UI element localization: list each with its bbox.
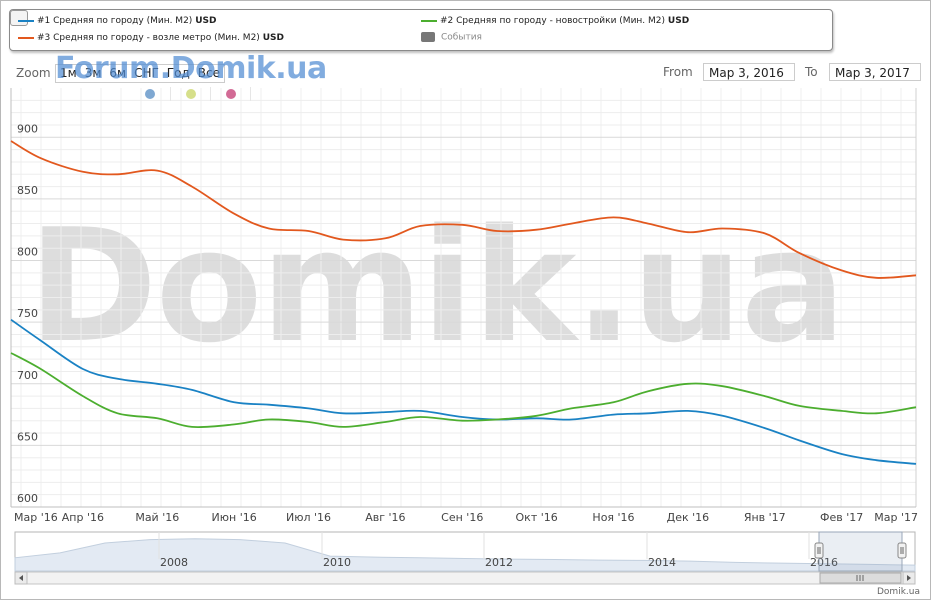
zoom-3m-button[interactable]: 3м — [84, 66, 102, 80]
legend-item-events[interactable]: События — [421, 32, 482, 43]
scroll-right-arrow-icon — [907, 575, 911, 581]
y-tick-label: 750 — [17, 307, 38, 320]
navigator-year-label: 2010 — [323, 556, 351, 569]
event-marker-pink[interactable] — [226, 89, 236, 99]
y-tick-label: 850 — [17, 184, 38, 197]
x-tick-label: Июн '16 — [212, 511, 257, 524]
x-tick-label: Фев '17 — [820, 511, 863, 524]
event-marker-yellow[interactable] — [186, 89, 196, 99]
navigator-year-label: 2016 — [810, 556, 838, 569]
legend: #1 Средняя по городу (Мин. M2) USD #2 Ср… — [9, 9, 833, 51]
marker-divider — [210, 87, 211, 101]
x-tick-label: Окт '16 — [516, 511, 558, 524]
legend-label-2: #2 Средняя по городу - новостройки (Мин.… — [440, 16, 666, 26]
from-label: From — [663, 65, 693, 79]
zoom-1y-button[interactable]: Год — [166, 66, 190, 80]
x-tick-label: Янв '17 — [744, 511, 786, 524]
navigator-year-label: 2008 — [160, 556, 188, 569]
zoom-1m-button[interactable]: 1м — [60, 66, 77, 80]
legend-label-events: События — [441, 32, 482, 43]
scroll-left-arrow-icon — [19, 575, 23, 581]
zoom-ytd-button[interactable]: СНГ — [134, 66, 159, 80]
legend-item-series-3[interactable]: #3 Средняя по городу - возле метро (Мин.… — [18, 33, 284, 43]
zoom-button-group: 1м 3м 6м СНГ Год Все — [55, 64, 225, 83]
navigator-selection[interactable] — [818, 531, 903, 572]
y-tick-label: 800 — [17, 246, 38, 259]
series-3-line — [10, 140, 917, 279]
navigator-year-label: 2014 — [648, 556, 676, 569]
x-tick-label: Сен '16 — [441, 511, 483, 524]
events-swatch — [421, 32, 435, 42]
zoom-all-button[interactable]: Все — [197, 66, 220, 80]
event-marker-blue[interactable] — [145, 89, 155, 99]
watermark-forum: Forum.Domik.ua — [55, 51, 327, 86]
legend-item-series-1[interactable]: #1 Средняя по городу (Мин. M2) USD — [18, 16, 216, 26]
legend-label-3: #3 Средняя по городу - возле метро (Мин.… — [37, 33, 260, 43]
series-1-swatch — [18, 19, 34, 22]
series-1-line — [10, 318, 917, 465]
zoom-label: Zoom — [16, 66, 51, 80]
x-tick-label: Мар '17 — [874, 511, 918, 524]
x-tick-label: Дек '16 — [667, 511, 710, 524]
y-tick-label: 900 — [17, 122, 38, 135]
y-tick-label: 650 — [17, 430, 38, 443]
zoom-6m-button[interactable]: 6м — [109, 66, 127, 80]
legend-toggle-button[interactable] — [10, 10, 28, 26]
x-tick-label: Июл '16 — [286, 511, 331, 524]
series-2-swatch — [421, 19, 437, 22]
legend-unit-3: USD — [262, 33, 284, 43]
series-2-line — [10, 352, 917, 429]
x-tick-label: Мар '16 — [14, 511, 58, 524]
scrollbar-track[interactable] — [14, 571, 916, 585]
watermark-domik: Domik.ua — [28, 195, 846, 377]
navigator-handle[interactable] — [897, 542, 907, 559]
x-tick-label: Апр '16 — [62, 511, 104, 524]
credit-text: Domik.ua — [877, 587, 920, 597]
series-3-swatch — [18, 36, 34, 39]
navigator-history-area — [14, 538, 916, 572]
legend-unit-1: USD — [195, 16, 217, 26]
legend-label-1: #1 Средняя по городу (Мин. M2) — [37, 16, 193, 26]
marker-divider — [250, 87, 251, 101]
to-date-input[interactable]: Mар 3, 2017 — [829, 63, 921, 81]
legend-unit-2: USD — [667, 16, 690, 26]
from-date-input[interactable]: Mар 3, 2016 — [703, 63, 795, 81]
x-tick-label: Ноя '16 — [592, 511, 634, 524]
to-label: To — [805, 65, 818, 79]
event-marker-row — [0, 86, 931, 102]
y-tick-label: 600 — [17, 492, 38, 505]
marker-divider — [170, 87, 171, 101]
x-tick-label: Авг '16 — [365, 511, 405, 524]
legend-item-series-2[interactable]: #2 Средняя по городу - новостройки (Мин.… — [421, 16, 689, 26]
x-tick-label: Май '16 — [135, 511, 179, 524]
navigator-handle[interactable] — [814, 542, 824, 559]
navigator-year-label: 2012 — [485, 556, 513, 569]
y-tick-label: 700 — [17, 369, 38, 382]
